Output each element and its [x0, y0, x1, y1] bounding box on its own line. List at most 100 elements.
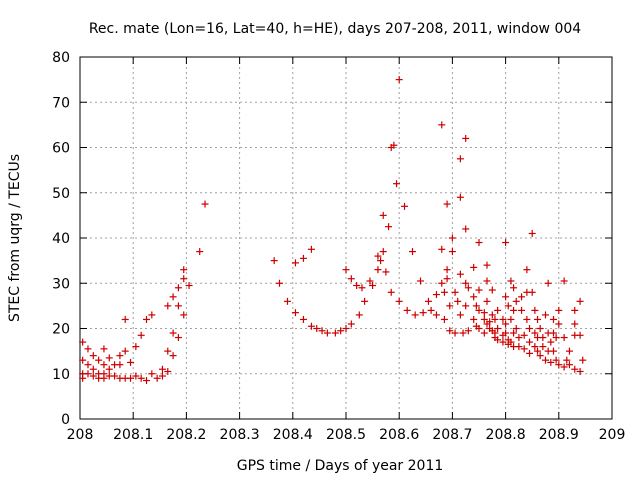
data-point-marker: [347, 275, 355, 283]
data-point-marker: [456, 193, 464, 201]
data-point-marker: [531, 343, 539, 351]
data-point-marker: [486, 318, 494, 326]
y-axis-label: STEC from uqrg / TECUs: [7, 154, 23, 322]
data-point-marker: [416, 277, 424, 285]
data-point-marker: [462, 225, 470, 233]
data-point-marker: [512, 325, 520, 332]
data-point-marker: [542, 356, 549, 364]
data-point-marker: [111, 372, 119, 380]
data-point-marker: [547, 358, 555, 366]
data-point-marker: [462, 279, 470, 287]
data-point-marker: [180, 311, 188, 319]
data-point-marker: [443, 266, 451, 274]
data-point-marker: [443, 200, 451, 208]
data-point-marker: [549, 329, 557, 337]
data-point-marker: [518, 306, 526, 314]
data-point-marker: [475, 306, 483, 314]
data-point-marker: [446, 302, 454, 310]
data-point-marker: [443, 275, 451, 283]
data-point-marker: [542, 311, 549, 319]
data-point-marker: [563, 356, 571, 364]
data-point-marker: [132, 343, 140, 351]
data-point-marker: [403, 306, 411, 314]
data-point-marker: [180, 266, 188, 274]
data-point-marker: [174, 334, 182, 342]
y-tick-label: 0: [61, 412, 70, 428]
data-point-marker: [480, 315, 488, 323]
data-point-marker: [510, 306, 518, 314]
data-point-marker: [395, 297, 403, 305]
data-point-marker: [494, 325, 502, 332]
data-point-marker: [427, 306, 435, 314]
data-point-marker: [270, 257, 278, 265]
data-point-marker: [488, 286, 496, 294]
data-point-marker: [454, 297, 462, 305]
data-point-marker: [105, 354, 113, 362]
data-point-marker: [459, 329, 467, 337]
x-tick-label: 208.4: [273, 427, 313, 443]
data-point-marker: [520, 331, 528, 339]
data-point-marker: [89, 352, 97, 360]
data-point-marker: [560, 334, 568, 342]
data-point-marker: [347, 320, 355, 328]
data-point-marker: [342, 325, 350, 332]
data-point-marker: [291, 259, 299, 267]
data-point-marker: [539, 343, 547, 351]
data-point-marker: [121, 315, 129, 323]
x-tick-label: 208.8: [486, 427, 526, 443]
data-point-marker: [512, 297, 520, 305]
data-point-marker: [169, 352, 177, 360]
data-point-marker: [137, 374, 145, 382]
data-point-marker: [499, 338, 507, 346]
data-point-marker: [353, 282, 361, 290]
data-point-marker: [483, 261, 491, 269]
data-point-marker: [116, 361, 124, 369]
data-point-marker: [374, 252, 382, 260]
data-point-marker: [456, 270, 464, 278]
data-point-marker: [464, 284, 472, 292]
data-point-marker: [555, 361, 563, 369]
y-tick-label: 40: [52, 231, 70, 247]
data-point-marker: [451, 329, 459, 337]
data-point-marker: [571, 320, 579, 328]
data-point-marker: [358, 284, 366, 292]
data-point-marker: [552, 356, 560, 364]
data-point-marker: [169, 329, 177, 337]
data-point-marker: [531, 306, 539, 314]
data-point-marker: [515, 343, 523, 351]
data-point-marker: [536, 325, 544, 332]
x-tick-label: 208.7: [432, 427, 472, 443]
data-point-marker: [576, 367, 584, 375]
grid-lines: [80, 57, 612, 419]
data-point-marker: [502, 239, 510, 247]
data-point-marker: [507, 338, 515, 346]
data-point-marker: [84, 370, 92, 378]
data-point-marker: [174, 284, 182, 292]
data-point-marker: [337, 327, 345, 335]
data-point-marker: [534, 347, 542, 355]
y-tick-label: 80: [52, 50, 70, 66]
y-tick-label: 60: [52, 141, 70, 157]
data-point-marker: [502, 293, 510, 301]
data-point-marker: [448, 234, 456, 242]
x-tick-label: 208: [67, 427, 94, 443]
data-point-marker: [283, 297, 291, 305]
x-tick-label: 208.5: [326, 427, 366, 443]
data-point-marker: [148, 311, 156, 319]
data-point-marker: [534, 315, 542, 323]
data-point-marker: [571, 365, 579, 373]
data-point-marker: [100, 361, 108, 369]
x-tick-label: 208.6: [379, 427, 419, 443]
data-point-marker: [491, 315, 499, 323]
data-point-marker: [318, 327, 326, 335]
data-point-marker: [185, 282, 193, 290]
x-tick-label: 208.3: [220, 427, 260, 443]
data-point-marker: [499, 315, 507, 323]
x-tick-label: 208.1: [113, 427, 153, 443]
data-point-marker: [299, 315, 307, 323]
y-tick-labels: 0 10 20 30 40 50 60 70 80: [52, 50, 70, 428]
data-point-marker: [438, 279, 446, 287]
data-point-marker: [393, 180, 401, 188]
data-point-marker: [475, 239, 483, 247]
